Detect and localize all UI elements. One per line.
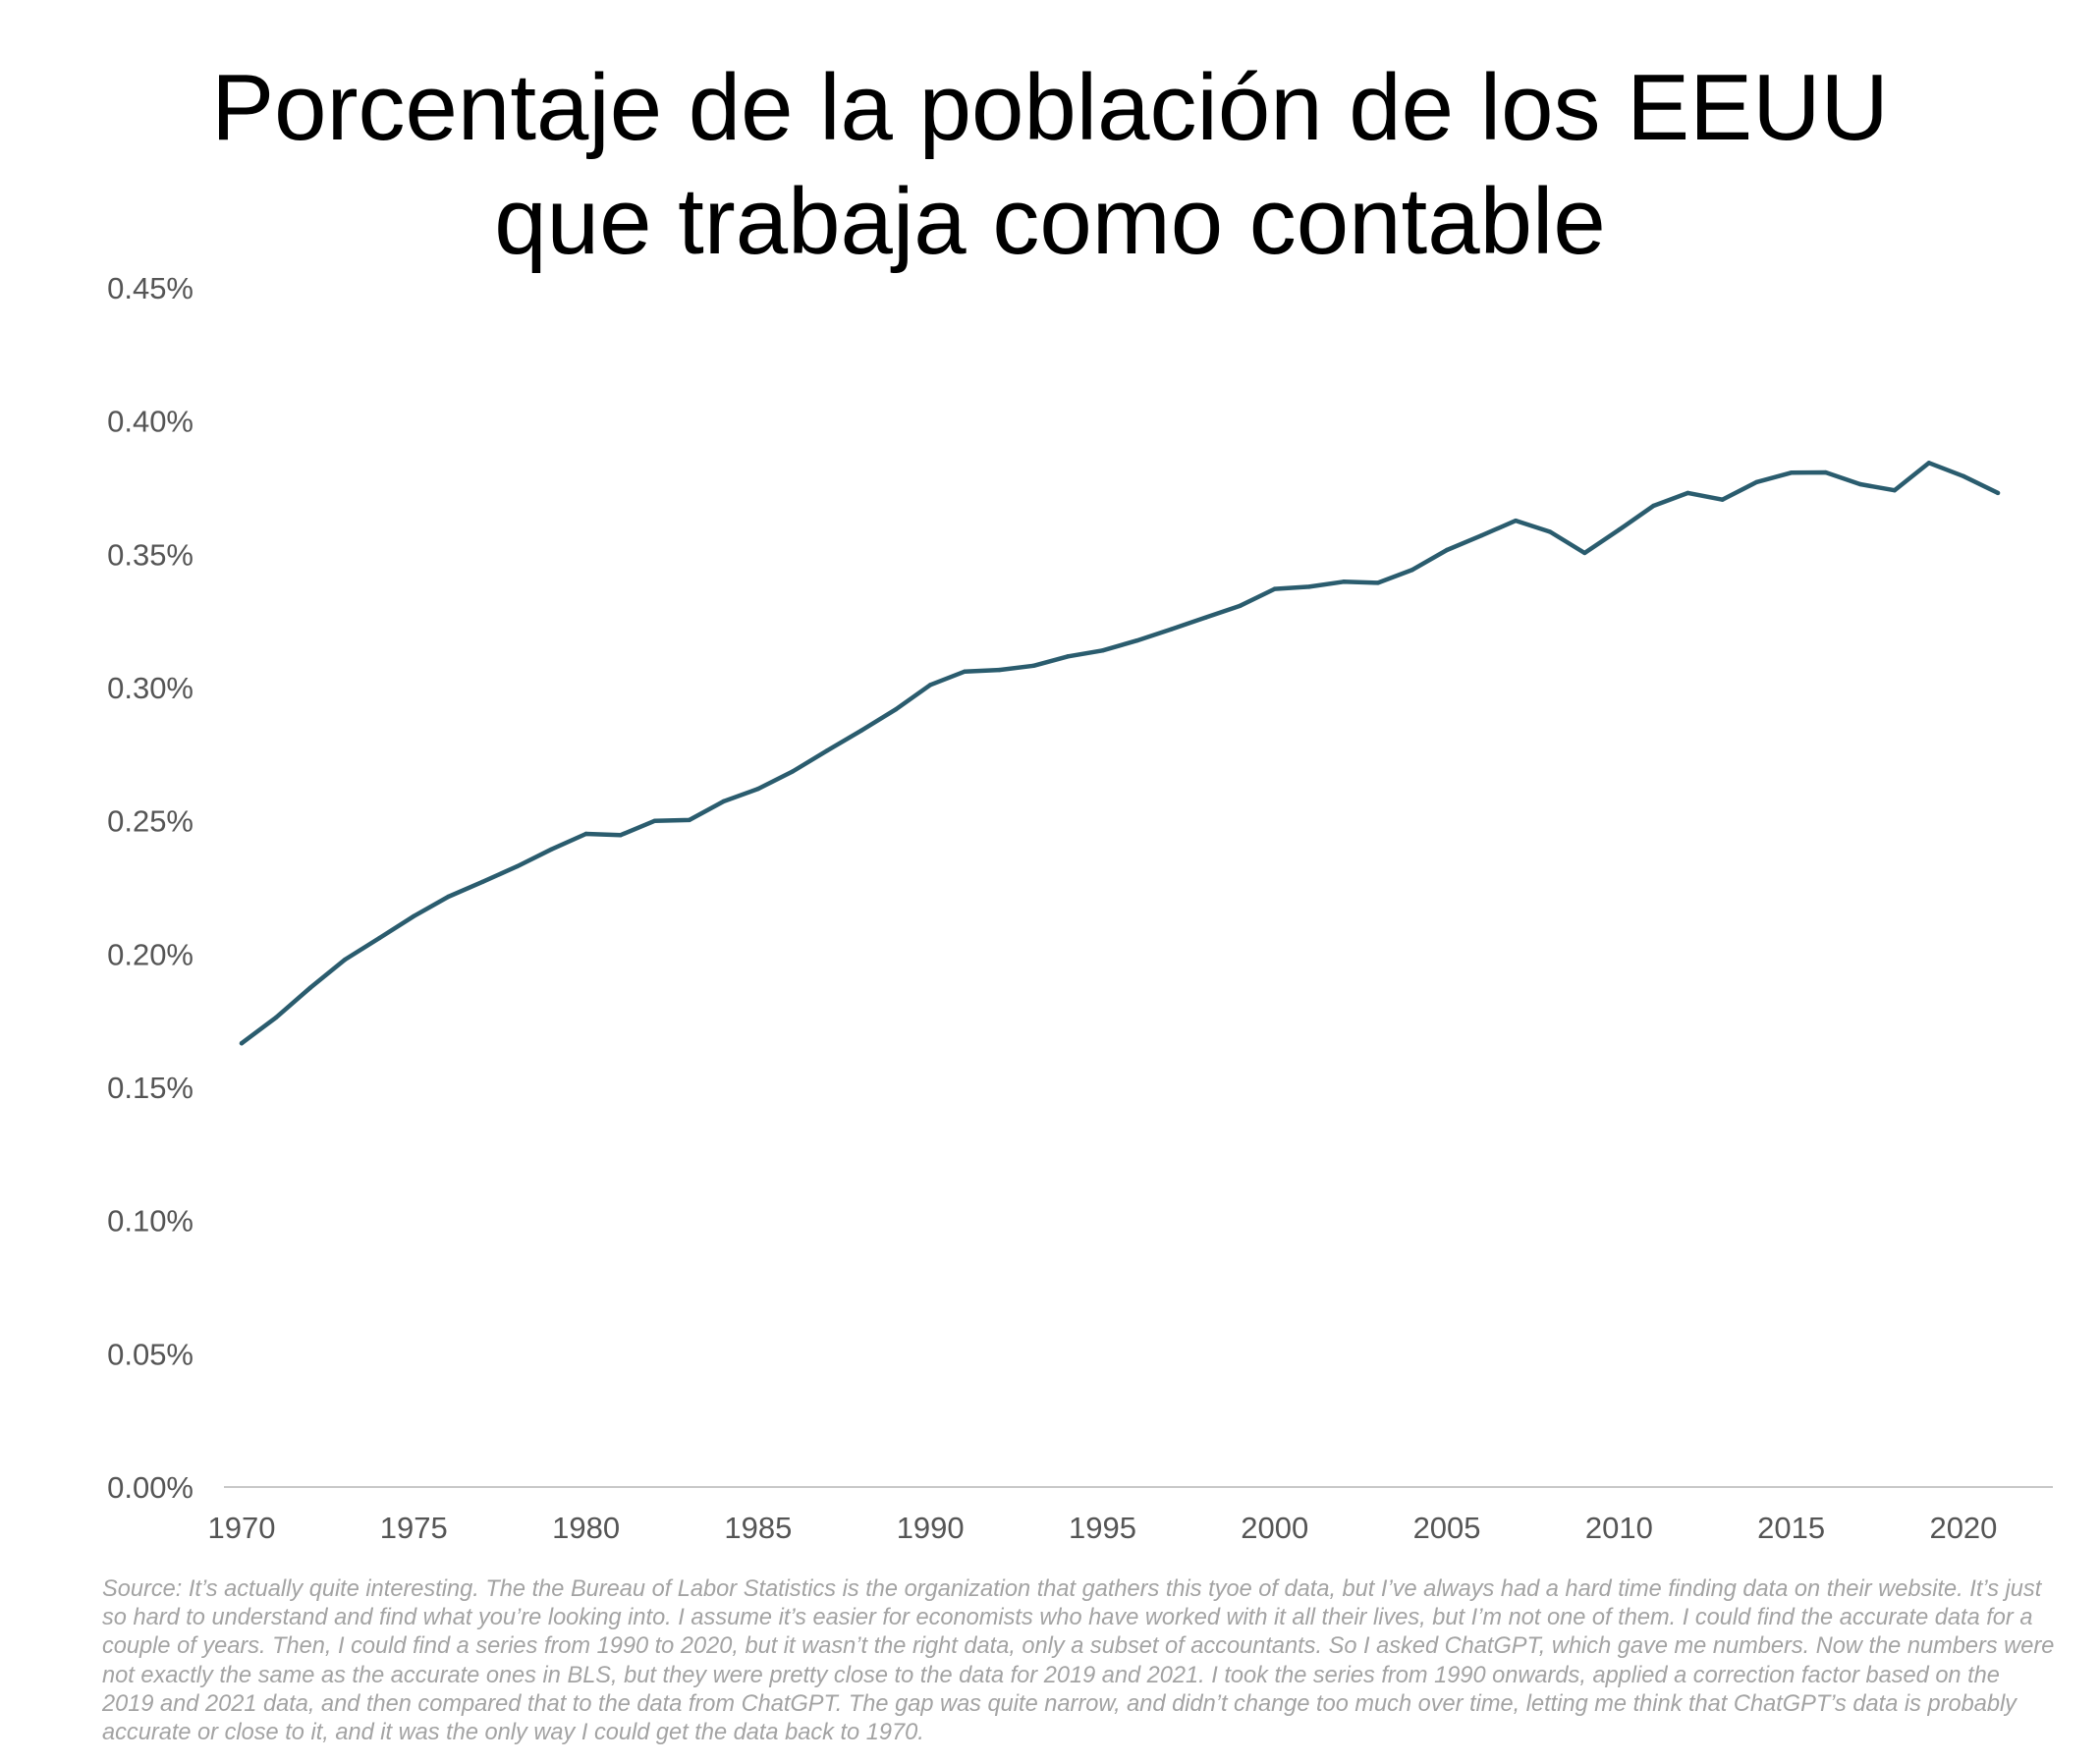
data-point xyxy=(307,985,313,990)
data-point xyxy=(1857,481,1862,487)
data-point xyxy=(1238,603,1243,608)
data-point xyxy=(824,748,830,753)
y-tick-label: 0.10% xyxy=(107,1204,193,1239)
data-point xyxy=(618,833,623,838)
series-line xyxy=(239,461,2001,1046)
data-point xyxy=(515,863,520,869)
data-point xyxy=(446,894,451,900)
series-layer xyxy=(239,461,2001,1046)
data-point xyxy=(858,728,864,733)
y-axis: 0.45% 0.40% 0.35% 0.30% 0.25% 0.20% 0.15% 0.10%… xyxy=(107,271,193,1505)
data-point xyxy=(1926,461,1932,466)
data-point xyxy=(1478,533,1484,538)
data-point xyxy=(1961,473,1966,479)
data-point xyxy=(1203,615,1208,620)
data-point xyxy=(927,683,933,688)
y-tick-label: 0.25% xyxy=(107,804,193,839)
data-point xyxy=(1754,479,1759,485)
y-tick-label: 0.40% xyxy=(107,405,193,439)
data-point xyxy=(1789,470,1794,475)
data-point xyxy=(721,799,727,804)
data-point xyxy=(583,831,588,837)
data-point xyxy=(1341,579,1347,584)
data-point xyxy=(1100,648,1105,653)
x-tick-label: 2010 xyxy=(1585,1511,1653,1545)
y-tick-label: 0.20% xyxy=(107,937,193,971)
chart-title-line-2: que trabaja como contable xyxy=(494,169,1606,274)
y-tick-label: 0.30% xyxy=(107,671,193,705)
data-point xyxy=(1272,586,1277,591)
x-tick-label: 1985 xyxy=(724,1511,792,1545)
x-tick-label: 1975 xyxy=(380,1511,448,1545)
data-point xyxy=(1031,663,1036,668)
data-point xyxy=(377,935,382,941)
data-point xyxy=(1134,638,1139,643)
data-point xyxy=(1720,497,1725,502)
data-point xyxy=(273,1015,279,1020)
data-point xyxy=(1444,547,1450,553)
data-point xyxy=(1375,580,1381,585)
y-tick-label: 0.35% xyxy=(107,537,193,572)
x-tick-label: 1990 xyxy=(897,1511,965,1545)
data-point xyxy=(893,707,899,712)
x-tick-label: 2000 xyxy=(1241,1511,1308,1545)
data-point xyxy=(342,957,348,963)
x-axis: 1970 1975 1980 1985 1990 1995 2000 2005 2010 2015… xyxy=(208,1486,2053,1545)
data-point xyxy=(997,667,1002,673)
data-point xyxy=(1409,567,1415,573)
data-point xyxy=(1892,488,1898,493)
chart-title: Porcentaje de la población de los EEUU q… xyxy=(0,51,2100,279)
data-point xyxy=(1169,627,1174,632)
data-point xyxy=(1823,469,1828,475)
data-point xyxy=(480,879,485,885)
data-point xyxy=(755,786,761,792)
data-point xyxy=(1513,518,1519,524)
y-tick-label: 0.15% xyxy=(107,1071,193,1105)
data-point xyxy=(687,817,691,823)
data-point xyxy=(1548,529,1553,534)
data-point xyxy=(1617,527,1622,532)
y-tick-label: 0.05% xyxy=(107,1337,193,1371)
data-point xyxy=(652,818,657,823)
data-point xyxy=(790,769,796,774)
data-point xyxy=(1651,503,1656,509)
y-tick-label: 0.00% xyxy=(107,1470,193,1505)
data-point xyxy=(412,913,416,919)
x-tick-label: 2020 xyxy=(1929,1511,1997,1545)
x-tick-label: 1970 xyxy=(208,1511,276,1545)
data-point xyxy=(963,669,967,674)
data-point xyxy=(239,1041,245,1046)
data-point xyxy=(549,847,554,852)
source-note: Source: It’s actually quite interesting.… xyxy=(102,1576,2055,1746)
data-point xyxy=(1995,490,2001,496)
x-tick-label: 2015 xyxy=(1757,1511,1825,1545)
x-tick-label: 1980 xyxy=(552,1511,620,1545)
data-point xyxy=(1686,490,1690,496)
x-tick-label: 2005 xyxy=(1413,1511,1481,1545)
x-tick-label: 1995 xyxy=(1069,1511,1136,1545)
data-point xyxy=(1306,584,1312,589)
y-tick-label: 0.45% xyxy=(107,271,193,305)
data-point xyxy=(1582,550,1587,556)
data-point xyxy=(1066,654,1071,659)
chart-title-line-1: Porcentaje de la población de los EEUU xyxy=(211,55,1889,160)
